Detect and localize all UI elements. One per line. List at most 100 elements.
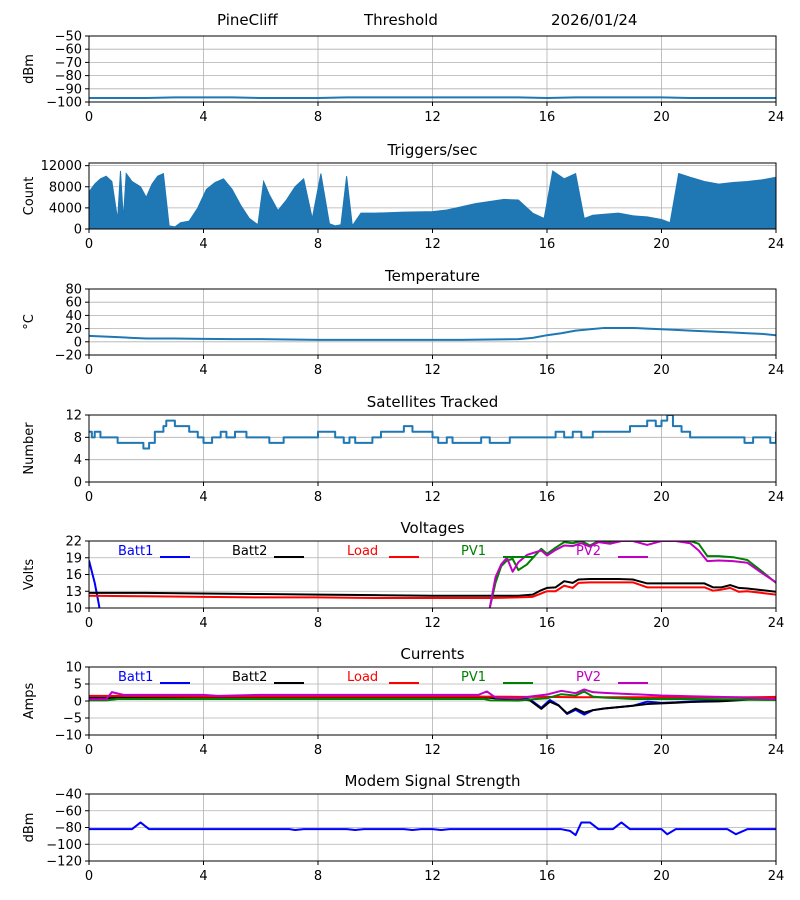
- mode-label: Threshold: [364, 11, 438, 29]
- series-load-line: [89, 581, 776, 599]
- legend-label: PV2: [576, 544, 601, 559]
- x-tick-label: 0: [85, 869, 93, 884]
- y-axis-label: °C: [22, 314, 37, 330]
- x-tick-label: 20: [653, 616, 670, 631]
- y-tick-label: 12000: [41, 159, 82, 174]
- y-tick-label: −70: [55, 56, 82, 71]
- y-axis-label: Count: [22, 177, 37, 216]
- y-tick-label: −90: [55, 82, 82, 97]
- legend-label: Batt1: [118, 670, 153, 685]
- y-tick-label: 5: [74, 678, 82, 693]
- series-group: [89, 541, 776, 608]
- y-axis-label: Number: [22, 422, 37, 475]
- y-axis-label: Volts: [22, 559, 37, 591]
- x-tick-label: 0: [85, 616, 93, 631]
- y-tick-label: 10: [65, 602, 82, 617]
- x-tick-label: 16: [539, 743, 556, 758]
- x-tick-label: 12: [424, 743, 441, 758]
- x-tick-label: 12: [424, 110, 441, 125]
- x-tick-label: 20: [653, 869, 670, 884]
- series-load-line: [89, 694, 776, 699]
- y-tick-label: −50: [55, 30, 82, 45]
- x-tick-label: 4: [199, 237, 207, 252]
- x-tick-label: 8: [314, 237, 322, 252]
- y-tick-label: 80: [65, 283, 82, 298]
- chart-panel-satellites: 0 4 8 12 16 20 24 0 4 8 12 Number Satellites Tracked: [22, 393, 784, 505]
- y-tick-label: 13: [65, 585, 82, 600]
- y-tick-label: −100: [46, 96, 82, 111]
- y-tick-label: 10: [65, 661, 82, 676]
- x-tick-label: 4: [199, 743, 207, 758]
- y-tick-label: 4000: [49, 201, 82, 216]
- x-tick-label: 4: [199, 363, 207, 378]
- x-tick-label: 4: [199, 869, 207, 884]
- x-tick-label: 24: [768, 490, 785, 505]
- y-tick-label: 60: [65, 296, 82, 311]
- station-name: PineCliff: [217, 11, 278, 29]
- series-batt1-line: [89, 560, 101, 608]
- x-tick-label: 20: [653, 490, 670, 505]
- x-tick-label: 24: [768, 237, 785, 252]
- y-tick-label: 0: [74, 335, 82, 350]
- series-pv2-line: [89, 688, 776, 701]
- x-tick-label: 20: [653, 110, 670, 125]
- series-pv1-line: [89, 690, 776, 702]
- series-triggers-0-area: [89, 170, 776, 229]
- legend-label: Batt2: [232, 670, 267, 685]
- series-temperature-0-line: [89, 326, 776, 341]
- x-tick-label: 8: [314, 869, 322, 884]
- y-tick-label: −120: [46, 855, 82, 870]
- x-tick-label: 0: [85, 743, 93, 758]
- x-tick-label: 12: [424, 237, 441, 252]
- legend-label: PV1: [461, 670, 486, 685]
- y-tick-label: 16: [65, 568, 82, 583]
- series-group: [89, 326, 776, 341]
- x-tick-label: 24: [768, 869, 785, 884]
- legend-label: PV2: [576, 670, 601, 685]
- chart-title: Voltages: [400, 519, 464, 537]
- y-tick-label: 4: [74, 453, 82, 468]
- y-tick-label: −20: [55, 349, 82, 364]
- y-tick-label: 12: [65, 409, 82, 424]
- chart-title: Triggers/sec: [387, 141, 478, 159]
- legend-label: Batt1: [118, 544, 153, 559]
- legend: Batt1 Batt2 Load PV1 PV2: [118, 544, 648, 559]
- chart-title: Temperature: [384, 267, 480, 285]
- x-tick-label: 0: [85, 237, 93, 252]
- x-tick-label: 24: [768, 363, 785, 378]
- x-tick-label: 16: [539, 869, 556, 884]
- x-tick-label: 8: [314, 363, 322, 378]
- x-tick-label: 20: [653, 363, 670, 378]
- chart-title: Modem Signal Strength: [345, 772, 521, 790]
- x-tick-label: 12: [424, 616, 441, 631]
- x-tick-label: 20: [653, 743, 670, 758]
- series-signal-0-line: [89, 96, 776, 100]
- y-tick-label: 8000: [49, 180, 82, 195]
- x-tick-label: 8: [314, 490, 322, 505]
- x-tick-label: 12: [424, 869, 441, 884]
- legend-label: PV1: [461, 544, 486, 559]
- series-group: [89, 415, 776, 450]
- x-tick-label: 16: [539, 363, 556, 378]
- series-satellites-0-line: [89, 415, 776, 450]
- x-tick-label: 8: [314, 110, 322, 125]
- x-tick-label: 12: [424, 490, 441, 505]
- y-tick-label: 19: [65, 551, 82, 566]
- series-pv2-line: [488, 541, 776, 608]
- chart-panel-modem: 0 4 8 12 16 20 24 −120 −100 −80 −60−40 dBm Modem Sig…: [22, 772, 784, 884]
- series-batt2-line: [89, 577, 776, 597]
- x-tick-label: 24: [768, 616, 785, 631]
- y-tick-label: 0: [74, 476, 82, 491]
- legend: Batt1 Batt2 Load PV1 PV2: [118, 670, 648, 685]
- y-tick-label: 0: [74, 695, 82, 710]
- series-group: [89, 688, 776, 716]
- chart-panel-signal: 0 4 8 12 16 20 24 −100−90−80−70−60−50 dBm: [22, 30, 784, 126]
- x-tick-label: 0: [85, 363, 93, 378]
- x-tick-label: 16: [539, 616, 556, 631]
- y-axis-label: Amps: [22, 682, 37, 719]
